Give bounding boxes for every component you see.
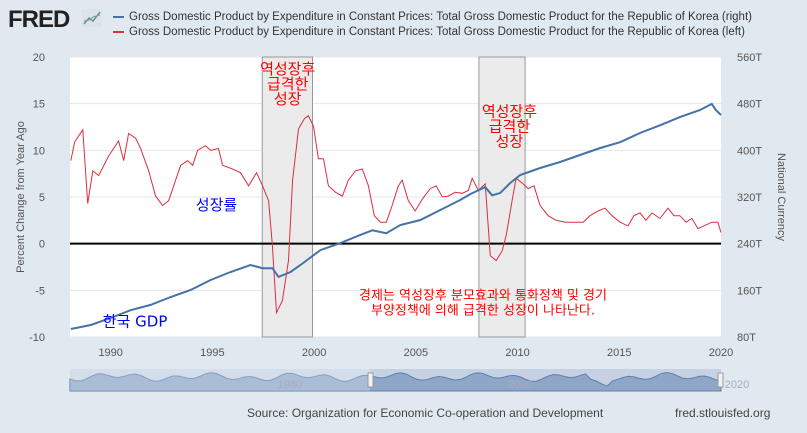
annotation-text: 경제는 역성장후 분모효과와 통화정책 및 경기 [359, 289, 607, 304]
y2-axis-label: National Currency [775, 153, 787, 242]
navigator-mask [70, 369, 370, 391]
y2-tick-label: 400T [737, 145, 762, 157]
site-link[interactable]: fred.stlouisfed.org [675, 406, 771, 420]
navigator-handle-right[interactable] [717, 372, 724, 388]
x-tick-label: 2015 [607, 347, 631, 359]
source-text: Source: Organization for Economic Co-ope… [247, 406, 604, 420]
legend-swatch-blue [113, 15, 124, 18]
y-tick-label: 0 [39, 239, 45, 251]
highlight-box [261, 56, 313, 338]
x-tick-label: 2005 [404, 347, 428, 359]
y2-tick-label: 160T [737, 285, 762, 297]
series-line-left [70, 115, 722, 315]
y2-tick-label: 560T [737, 52, 762, 64]
navigator-series [69, 371, 722, 392]
y2-tick-label: 80T [737, 332, 756, 344]
y2-tick-label: 480T [737, 99, 762, 111]
navigator-label: 2020 [725, 379, 749, 391]
legend-swatch-red [113, 30, 124, 33]
fred-logo[interactable]: FRED [8, 6, 70, 33]
x-tick-label: 1995 [200, 347, 224, 359]
annotation-text: 역성장후 [482, 103, 537, 121]
navigator-label: 1980 [278, 379, 302, 391]
navigator-handle-left[interactable] [367, 372, 374, 388]
chart-logo-icon [82, 9, 102, 27]
legend-item-left[interactable]: Gross Domestic Product by Expenditure in… [113, 26, 745, 38]
y-axis-label: Percent Change from Year Ago [15, 121, 27, 273]
annotation-text: 성장률 [196, 196, 238, 214]
annotation-text: 급격한 [489, 118, 531, 136]
y2-tick-label: 320T [737, 192, 762, 204]
y-tick-label: -10 [29, 332, 45, 344]
y-tick-label: 15 [33, 99, 45, 111]
annotation-text: 역성장후 [260, 60, 315, 78]
legend-label: Gross Domestic Product by Expenditure in… [129, 26, 745, 38]
x-tick-label: 2020 [709, 347, 733, 359]
y2-tick-label: 240T [737, 239, 762, 251]
y-tick-label: 20 [33, 52, 45, 64]
x-tick-label: 2010 [505, 347, 529, 359]
y-tick-label: -5 [35, 285, 45, 297]
navigator-label: 2000 [508, 379, 532, 391]
legend-item-right[interactable]: Gross Domestic Product by Expenditure in… [113, 11, 752, 23]
y-tick-label: 5 [39, 192, 45, 204]
annotation-text: 부양정책에 의해 급격한 성장이 나타난다. [371, 304, 595, 319]
legend-label: Gross Domestic Product by Expenditure in… [129, 11, 752, 23]
annotation-text: 성장 [496, 133, 524, 151]
y-tick-label: 10 [33, 145, 45, 157]
x-tick-label: 2000 [302, 347, 326, 359]
annotation-text: 한국 GDP [103, 313, 168, 331]
series-line-right [70, 102, 722, 330]
annotation-text: 성장 [274, 90, 302, 108]
x-tick-label: 1990 [98, 347, 122, 359]
annotation-text: 급격한 [267, 75, 309, 93]
